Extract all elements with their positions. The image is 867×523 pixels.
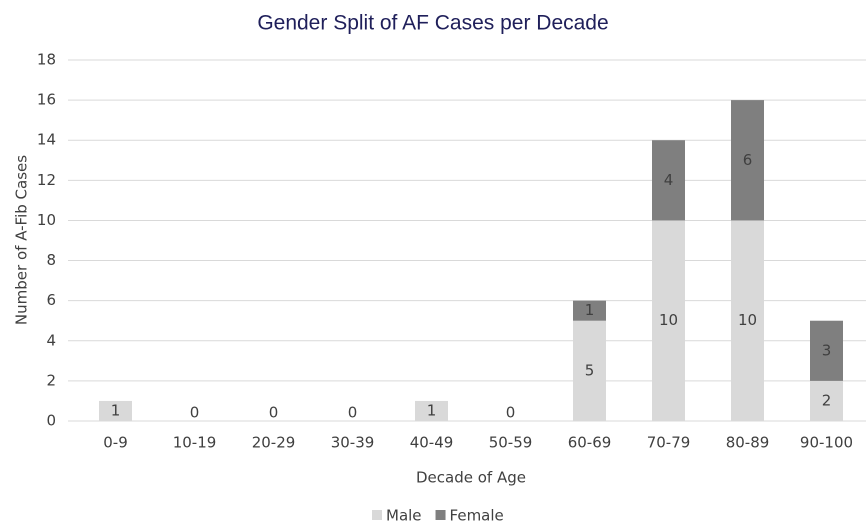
chart-title: Gender Split of AF Cases per Decade [257,12,608,35]
data-label: 0 [506,404,516,422]
x-tick-label: 30-39 [331,434,375,452]
legend-swatch [435,510,446,520]
x-tick-label: 20-29 [252,434,296,452]
data-label: 3 [822,341,832,359]
bar-segment [99,400,132,421]
y-tick-label: 2 [46,371,56,389]
y-tick-label: 18 [37,51,56,69]
data-label: 2 [822,391,832,409]
y-tick-label: 8 [46,251,56,269]
legend-label: Female [450,507,504,523]
data-label: 10 [659,311,678,329]
data-label: 0 [269,404,279,422]
bar-segment [652,220,685,421]
bar-segment [810,380,843,421]
y-tick-label: 0 [46,412,56,430]
x-tick-label: 70-79 [647,434,691,452]
y-tick-label: 16 [37,91,56,109]
bar-segment [731,220,764,421]
x-tick-label: 50-59 [489,434,533,452]
data-label: 1 [585,301,595,319]
bar-segment [573,300,606,321]
x-tick-label: 10-19 [173,434,217,452]
data-label: 10 [738,311,757,329]
data-label: 0 [190,404,200,422]
y-tick-label: 12 [37,171,56,189]
bar-segment [810,320,843,381]
x-axis-label: Decade of Age [416,469,526,487]
y-axis-label: Number of A-Fib Cases [13,155,31,325]
x-tick-label: 60-69 [568,434,612,452]
x-tick-label: 90-100 [800,434,853,452]
y-tick-label: 14 [37,131,56,149]
legend-label: Male [386,507,422,523]
x-tick-label: 80-89 [726,434,770,452]
x-tick-label: 40-49 [410,434,454,452]
data-label: 5 [585,361,595,379]
y-tick-label: 6 [46,291,56,309]
legend-swatch [372,510,382,520]
bar-segment [652,140,685,221]
y-tick-label: 4 [46,331,56,349]
y-tick-label: 10 [37,211,56,229]
data-label: 0 [348,404,358,422]
x-tick-label: 0-9 [103,434,128,452]
data-label: 1 [111,401,121,419]
data-label: 1 [427,401,437,419]
data-label: 6 [743,151,753,169]
bar-segment [573,320,606,421]
bar-segment [415,400,448,421]
bar-segment [731,100,764,221]
data-label: 4 [664,171,674,189]
